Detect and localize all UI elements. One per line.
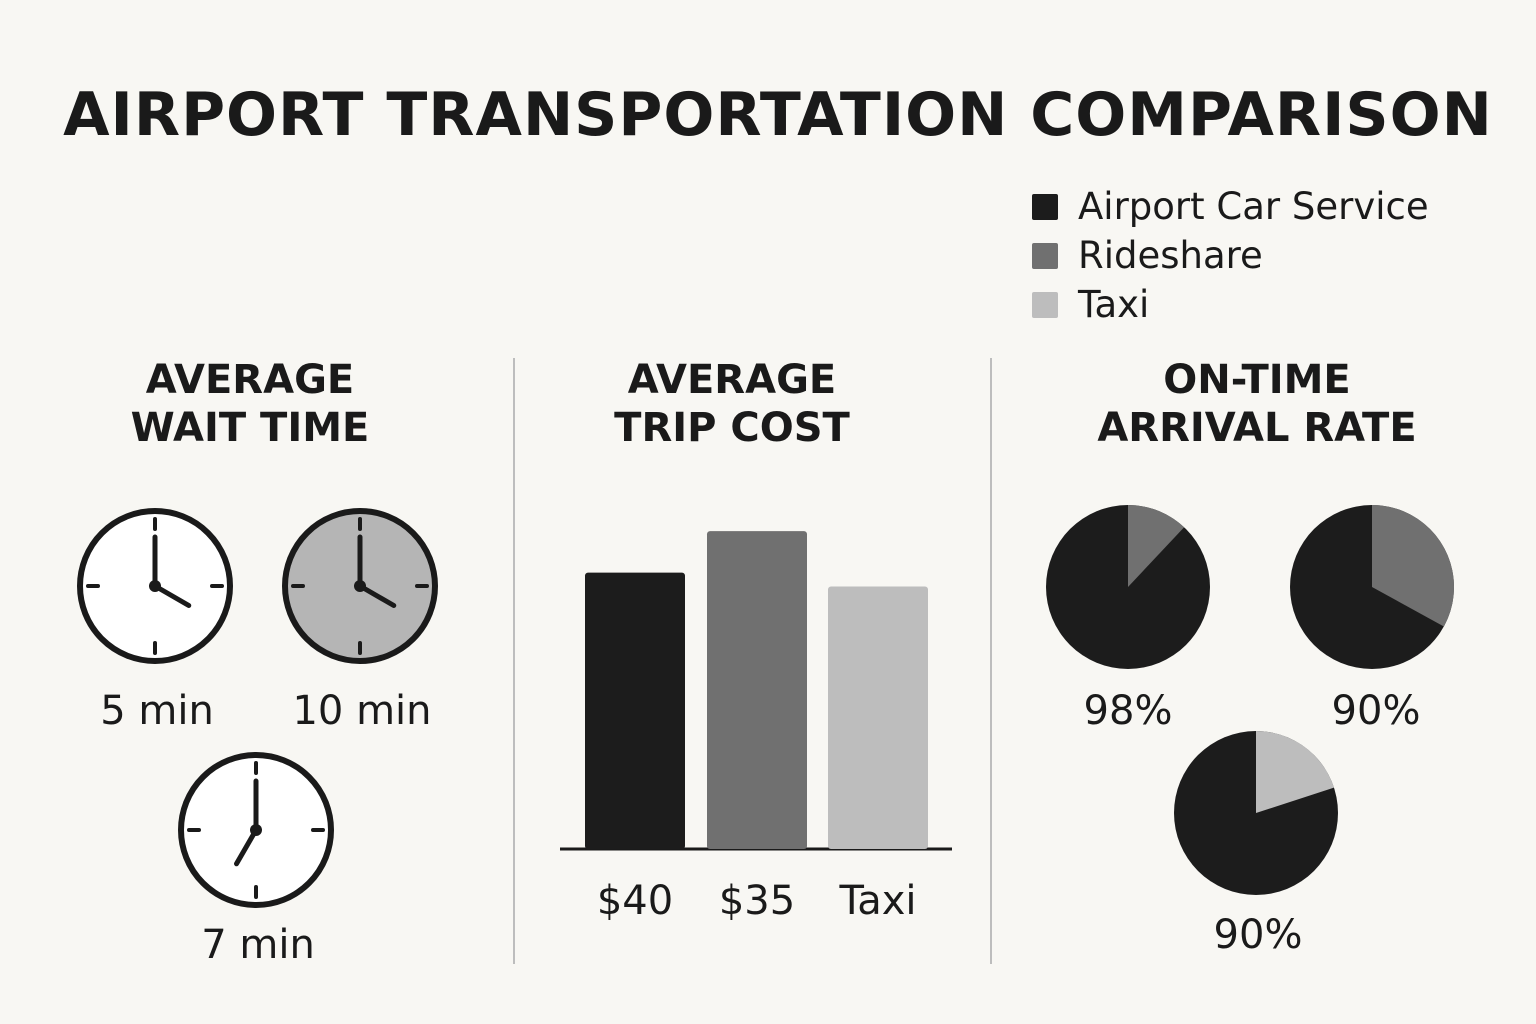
legend-label: Airport Car Service: [1078, 185, 1429, 228]
clock-center: [250, 824, 262, 836]
bar-tick-label: Taxi: [838, 878, 916, 924]
clock-center: [149, 580, 161, 592]
pie-accent-slice: [1372, 505, 1454, 627]
legend-item-car-service: Airport Car Service: [1032, 182, 1429, 231]
bar-tick-label: $35: [719, 878, 795, 924]
pie-car-service: [1046, 505, 1210, 669]
legend-label: Rideshare: [1078, 234, 1263, 277]
wait-time-title: AVERAGE WAIT TIME: [40, 356, 460, 452]
bar-tick-label: $40: [597, 878, 673, 924]
legend-swatch: [1032, 193, 1058, 220]
wait-label-rideshare: 10 min: [292, 688, 432, 734]
on-time-title-line2: ARRIVAL RATE: [1097, 405, 1417, 451]
clock-icon-car-service: [77, 508, 233, 664]
ontime-label-rideshare: 90%: [1331, 688, 1421, 734]
pie-accent-slice: [1128, 505, 1185, 587]
on-time-title-line1: ON-TIME: [1163, 357, 1351, 403]
pie-accent-slice: [1256, 731, 1334, 813]
panel-divider: [513, 358, 515, 964]
bar-car-service: [585, 572, 685, 849]
panel-divider: [990, 358, 992, 964]
legend-item-rideshare: Rideshare: [1032, 231, 1429, 280]
clock-hour-hand: [234, 827, 259, 867]
wait-time-title-line2: WAIT TIME: [130, 405, 370, 451]
legend-label: Taxi: [1078, 283, 1150, 326]
page-title: AIRPORT TRANSPORTATION COMPARISON: [63, 80, 1493, 150]
legend-item-taxi: Taxi: [1032, 280, 1429, 329]
clock-center: [354, 580, 366, 592]
wait-time-title-line1: AVERAGE: [145, 357, 355, 403]
pie-rideshare: [1290, 505, 1454, 669]
clock-icon-rideshare: [282, 508, 438, 664]
ontime-label-car-service: 98%: [1083, 688, 1173, 734]
legend: Airport Car Service Rideshare Taxi: [1032, 182, 1429, 329]
on-time-title: ON-TIME ARRIVAL RATE: [1040, 356, 1474, 452]
pie-taxi: [1174, 731, 1338, 895]
clock-icon-taxi: [178, 752, 334, 908]
trip-cost-title-line2: TRIP COST: [614, 405, 850, 451]
ontime-label-taxi: 90%: [1213, 912, 1303, 958]
trip-cost-title-line1: AVERAGE: [627, 357, 837, 403]
trip-cost-title: AVERAGE TRIP COST: [522, 356, 942, 452]
clock-hour-hand: [357, 583, 397, 608]
wait-label-car-service: 5 min: [100, 688, 214, 734]
bar-rideshare: [707, 531, 807, 849]
legend-swatch: [1032, 291, 1058, 318]
legend-swatch: [1032, 242, 1058, 269]
clock-hour-hand: [152, 583, 192, 608]
bar-taxi: [828, 586, 928, 849]
wait-label-taxi: 7 min: [201, 922, 315, 968]
